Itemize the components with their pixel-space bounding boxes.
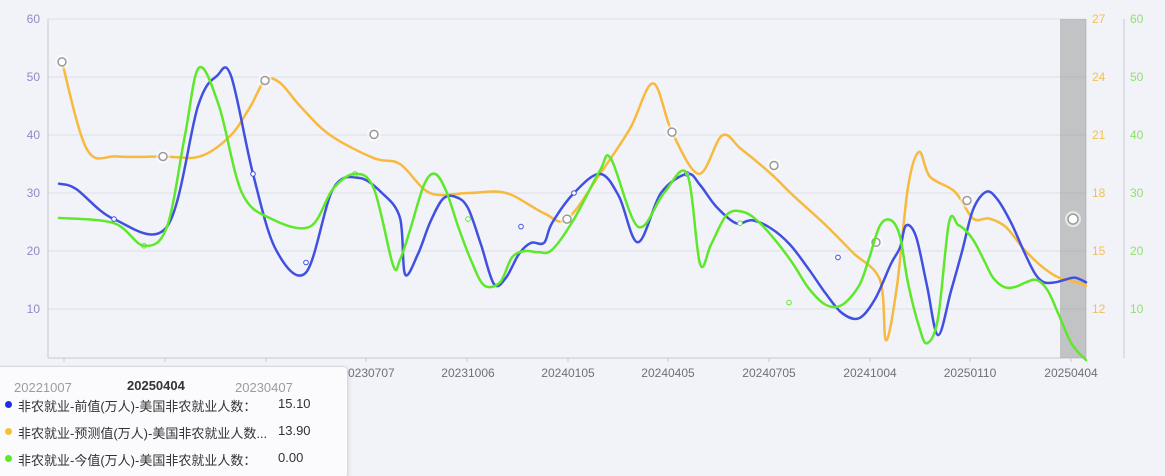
svg-text:12: 12 xyxy=(1092,302,1106,316)
svg-text:40: 40 xyxy=(1130,128,1144,142)
svg-text:40: 40 xyxy=(27,128,41,142)
svg-text:60: 60 xyxy=(27,12,41,26)
svg-text:15: 15 xyxy=(1092,244,1106,258)
svg-text:20231006: 20231006 xyxy=(441,366,495,380)
svg-text:20240705: 20240705 xyxy=(742,366,796,380)
svg-text:10: 10 xyxy=(27,302,41,316)
svg-text:50: 50 xyxy=(27,70,41,84)
svg-text:27: 27 xyxy=(1092,12,1106,26)
svg-text:30: 30 xyxy=(27,186,41,200)
svg-text:10: 10 xyxy=(1130,302,1144,316)
svg-text:20240105: 20240105 xyxy=(541,366,595,380)
svg-text:20: 20 xyxy=(1130,244,1144,258)
svg-text:20250404: 20250404 xyxy=(1044,366,1098,380)
svg-text:20241004: 20241004 xyxy=(843,366,897,380)
svg-text:20230707: 20230707 xyxy=(341,366,395,380)
svg-text:20240405: 20240405 xyxy=(641,366,695,380)
svg-text:20250110: 20250110 xyxy=(944,366,997,380)
svg-text:24: 24 xyxy=(1092,70,1106,84)
svg-text:18: 18 xyxy=(1092,186,1106,200)
svg-text:60: 60 xyxy=(1130,12,1144,26)
svg-text:30: 30 xyxy=(1130,186,1144,200)
svg-text:21: 21 xyxy=(1092,128,1106,142)
svg-text:50: 50 xyxy=(1130,70,1144,84)
svg-text:20: 20 xyxy=(27,244,41,258)
